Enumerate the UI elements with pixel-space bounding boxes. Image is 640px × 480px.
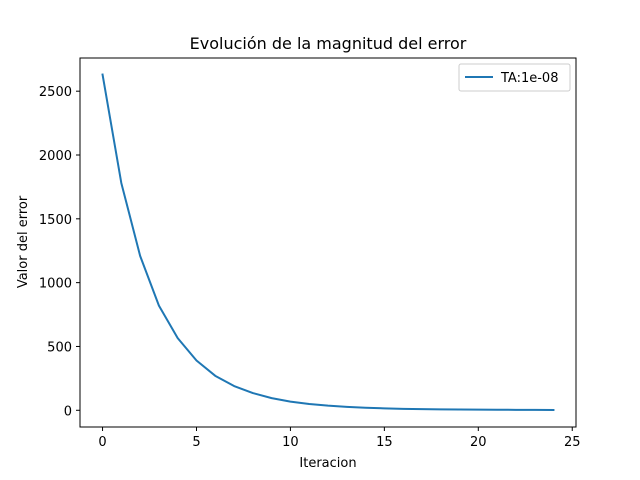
y-tick-label: 1500	[39, 213, 72, 228]
x-tick-label: 10	[282, 435, 299, 450]
y-tick-label: 500	[47, 340, 72, 355]
x-tick-label: 5	[192, 435, 200, 450]
axes: 0 5 10 15 20 25 0 500 1000 1500 2000 2500	[39, 57, 581, 450]
legend: TA:1e-08	[458, 63, 571, 92]
legend-series-label: TA:1e-08	[500, 71, 558, 86]
chart-title: Evolución de la magnitud del error	[190, 34, 467, 53]
x-axis-label: Iteracion	[299, 456, 356, 471]
y-axis-label: Valor del error	[16, 195, 31, 288]
plot-area	[101, 73, 555, 411]
x-tick-label: 25	[564, 435, 581, 450]
y-tick-label: 2000	[39, 149, 72, 164]
axes-frame	[79, 57, 577, 428]
x-tick-label: 0	[98, 435, 106, 450]
y-tick-label: 0	[64, 404, 72, 419]
legend-box	[458, 63, 571, 92]
x-tick-label: 15	[376, 435, 393, 450]
y-tick-label: 1000	[39, 277, 72, 292]
y-tick-label: 2500	[39, 85, 72, 100]
x-tick-label: 20	[470, 435, 487, 450]
series-line-0	[101, 73, 555, 411]
